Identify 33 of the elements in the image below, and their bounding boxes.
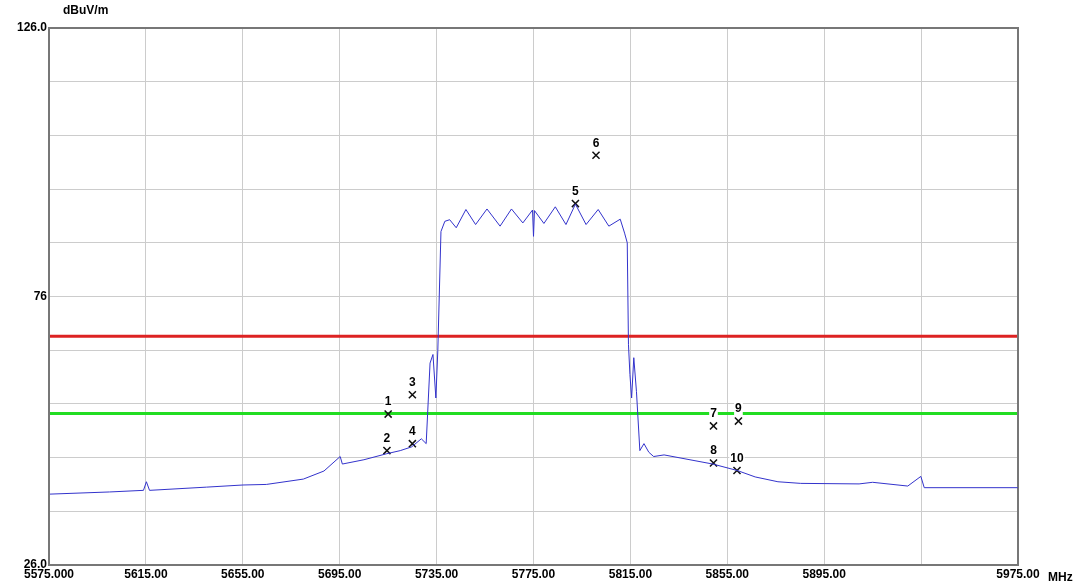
x-tick-label: 5775.00 — [511, 566, 556, 581]
annotation: 3 — [409, 375, 417, 390]
annotation: 10 — [730, 450, 744, 465]
x-tick-label: 5615.00 — [124, 566, 168, 581]
annotation: 2 — [383, 430, 391, 445]
point — [734, 416, 743, 426]
x-tick-label: 5695.00 — [318, 566, 362, 581]
point — [382, 446, 392, 455]
y-axis-title: dBuV/m — [63, 3, 109, 18]
annotation: 9 — [735, 401, 743, 416]
x-tick-label: 5735.00 — [414, 566, 459, 581]
y-tick-label: 126.0 — [16, 20, 48, 35]
annotation: 7 — [710, 406, 718, 421]
annotation: 4 — [409, 423, 417, 438]
point — [732, 466, 742, 475]
x-tick-label: 5975.00 — [996, 566, 1041, 581]
x-tick-label: 5895.00 — [802, 566, 847, 581]
point — [709, 458, 718, 468]
point — [408, 439, 417, 448]
annotation: 5 — [572, 183, 580, 198]
x-axis-title: MHz — [1048, 570, 1073, 585]
x-tick-label: 5815.00 — [608, 566, 653, 581]
annotation: 6 — [592, 135, 600, 150]
point — [408, 390, 417, 400]
point — [709, 421, 718, 431]
point — [591, 150, 601, 160]
point — [571, 199, 580, 208]
annotation: 1 — [384, 394, 392, 409]
y-tick-label: 76 — [33, 288, 48, 303]
x-tick-label: 5655.00 — [221, 566, 265, 581]
x-tick-label: 5855.00 — [705, 566, 750, 581]
point — [383, 409, 393, 419]
annotation: 8 — [710, 443, 718, 458]
